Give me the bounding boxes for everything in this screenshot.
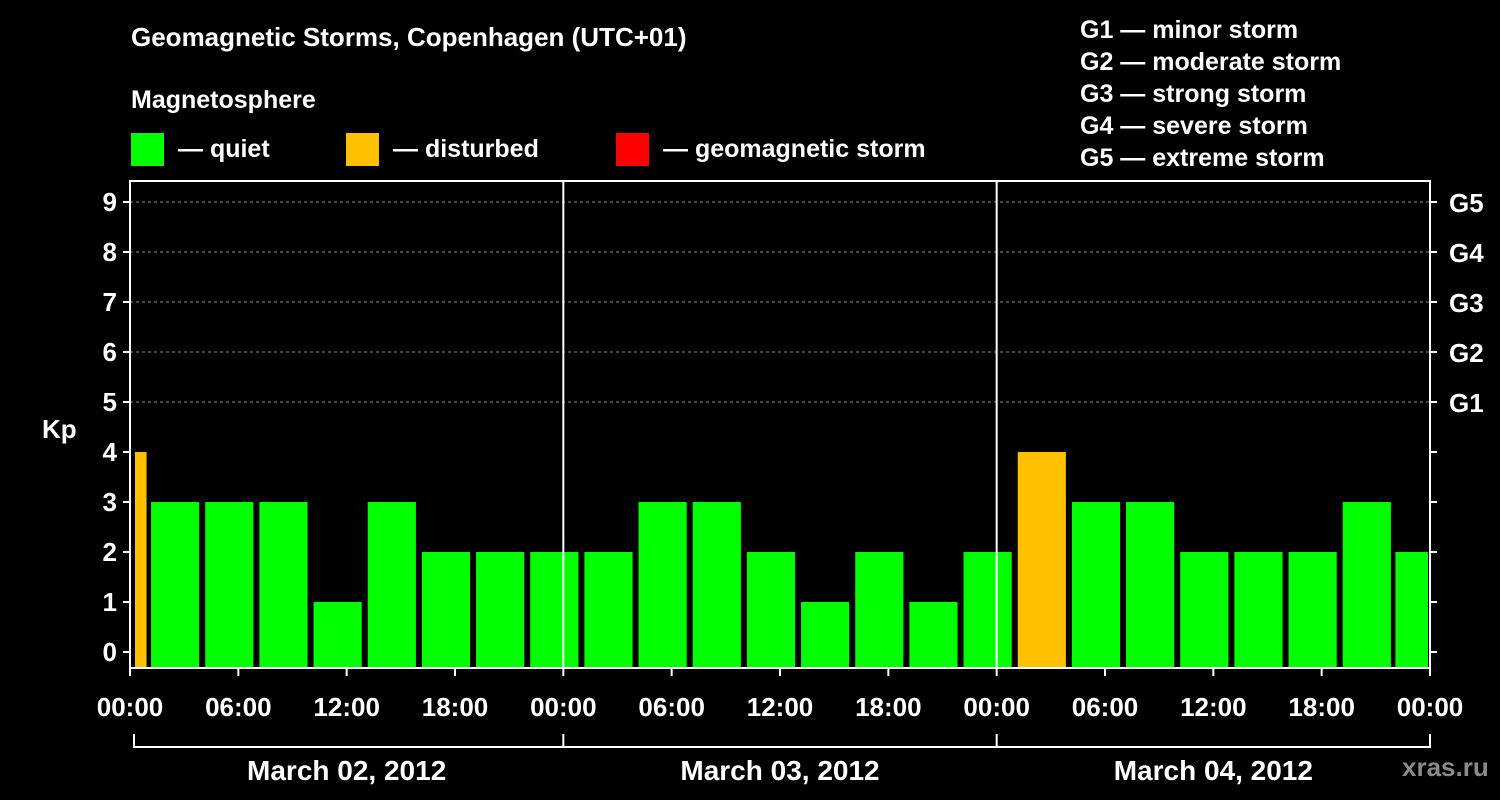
legend-swatch-disturbed	[346, 132, 379, 166]
kp-bar	[135, 452, 147, 668]
kp-bar	[746, 552, 796, 668]
kp-bar	[584, 552, 633, 668]
day-label: March 03, 2012	[680, 755, 879, 786]
day-label: March 04, 2012	[1114, 755, 1313, 786]
kp-bar	[421, 552, 471, 668]
x-tick-label: 06:00	[205, 692, 272, 722]
kp-bar	[205, 502, 254, 668]
kp-bar	[476, 552, 525, 668]
kp-bar	[1071, 502, 1121, 668]
kp-bar	[1180, 552, 1229, 668]
x-tick-label: 12:00	[313, 692, 380, 722]
kp-bar	[1126, 502, 1175, 668]
legend-swatch-quiet	[131, 132, 164, 166]
y-tick-label: 0	[103, 637, 117, 667]
x-tick-label: 06:00	[1072, 692, 1139, 722]
storm-scale-g4: G4 — severe storm	[1080, 112, 1308, 140]
kp-bar	[801, 602, 850, 668]
legend-label-storm: — geomagnetic storm	[663, 134, 926, 163]
y-tick-label: 6	[103, 337, 117, 367]
legend-label-disturbed: — disturbed	[393, 134, 539, 163]
x-tick-label: 18:00	[1288, 692, 1355, 722]
kp-bar	[367, 502, 416, 668]
y-tick-label: 8	[103, 237, 117, 267]
kp-bar	[1288, 552, 1337, 668]
x-tick-label: 00:00	[97, 692, 164, 722]
legend-swatch-storm	[616, 132, 649, 166]
storm-scale-g3: G3 — strong storm	[1080, 80, 1307, 108]
kp-bar	[909, 602, 958, 668]
right-tick-label: G5	[1449, 188, 1484, 218]
kp-bar	[1017, 452, 1066, 668]
y-tick-label: 7	[103, 287, 117, 317]
right-tick-label: G3	[1449, 288, 1484, 318]
storm-scale-legend: G1 — minor storm G2 — moderate storm G3 …	[1080, 14, 1341, 174]
chart-title: Geomagnetic Storms, Copenhagen (UTC+01)	[131, 22, 687, 52]
kp-bar	[530, 552, 579, 668]
kp-bar	[1395, 552, 1428, 668]
x-tick-label: 18:00	[855, 692, 922, 722]
x-tick-label: 00:00	[530, 692, 597, 722]
kp-bar	[1234, 552, 1283, 668]
x-tick-label: 18:00	[422, 692, 489, 722]
y-tick-label: 1	[103, 587, 117, 617]
y-tick-label: 3	[103, 487, 117, 517]
right-tick-label: G2	[1449, 338, 1484, 368]
right-tick-label: G1	[1449, 388, 1484, 418]
right-tick-label: G4	[1449, 238, 1484, 268]
kp-bar	[1342, 502, 1391, 668]
x-tick-label: 06:00	[638, 692, 705, 722]
storm-scale-g2: G2 — moderate storm	[1080, 48, 1342, 76]
x-tick-label: 12:00	[747, 692, 814, 722]
kp-bar	[692, 502, 741, 668]
legend-item-storm: — geomagnetic storm	[616, 132, 926, 166]
kp-bar	[313, 602, 362, 668]
storm-scale-g1: G1 — minor storm	[1080, 16, 1299, 44]
legend-title: Magnetosphere	[131, 86, 316, 114]
x-tick-label: 00:00	[1397, 692, 1464, 722]
kp-bar	[259, 502, 308, 668]
kp-bar	[638, 502, 687, 668]
y-axis-label: Kp	[42, 414, 77, 444]
x-tick-label: 00:00	[963, 692, 1030, 722]
kp-bar	[963, 552, 1012, 668]
y-tick-label: 5	[103, 387, 117, 417]
legend-item-disturbed: — disturbed	[346, 132, 539, 166]
kp-bar	[151, 502, 200, 668]
kp-bar	[855, 552, 904, 668]
day-label: March 02, 2012	[247, 755, 446, 786]
y-tick-label: 9	[103, 187, 117, 217]
storm-scale-g5: G5 — extreme storm	[1080, 144, 1325, 172]
watermark: xras.ru	[1402, 752, 1489, 782]
y-tick-label: 4	[103, 437, 118, 467]
x-tick-label: 12:00	[1180, 692, 1247, 722]
legend-item-quiet: — quiet	[131, 132, 270, 166]
legend-label-quiet: — quiet	[178, 134, 270, 163]
y-tick-label: 2	[103, 537, 117, 567]
